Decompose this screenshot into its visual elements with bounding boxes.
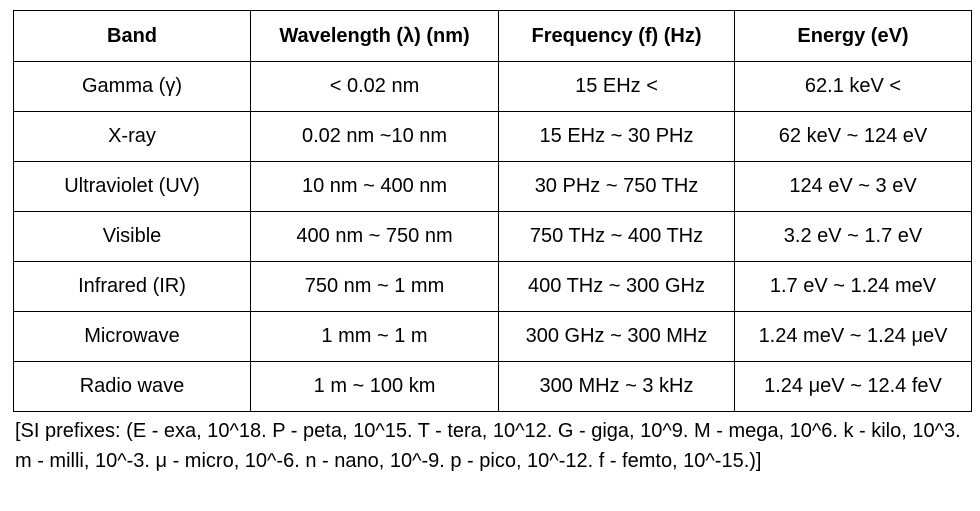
- cell-band: Gamma (γ): [13, 61, 251, 112]
- table-row: X-ray 0.02 nm ~10 nm 15 EHz ~ 30 PHz 62 …: [13, 111, 972, 162]
- cell-wavelength: 0.02 nm ~10 nm: [250, 111, 499, 162]
- header-energy: Energy (eV): [734, 10, 972, 62]
- cell-band: Visible: [13, 211, 251, 262]
- cell-energy: 1.7 eV ~ 1.24 meV: [734, 261, 972, 312]
- cell-frequency: 300 GHz ~ 300 MHz: [498, 311, 735, 362]
- cell-wavelength: 1 mm ~ 1 m: [250, 311, 499, 362]
- cell-wavelength: 10 nm ~ 400 nm: [250, 161, 499, 212]
- cell-frequency: 15 EHz <: [498, 61, 735, 112]
- table-row: Infrared (IR) 750 nm ~ 1 mm 400 THz ~ 30…: [13, 261, 972, 312]
- table-row: Gamma (γ) < 0.02 nm 15 EHz < 62.1 keV <: [13, 61, 972, 112]
- header-frequency: Frequency (f) (Hz): [498, 10, 735, 62]
- cell-energy: 62 keV ~ 124 eV: [734, 111, 972, 162]
- table-row: Microwave 1 mm ~ 1 m 300 GHz ~ 300 MHz 1…: [13, 311, 972, 362]
- table-row: Ultraviolet (UV) 10 nm ~ 400 nm 30 PHz ~…: [13, 161, 972, 212]
- header-wavelength: Wavelength (λ) (nm): [250, 10, 499, 62]
- cell-band: X-ray: [13, 111, 251, 162]
- table-row: Visible 400 nm ~ 750 nm 750 THz ~ 400 TH…: [13, 211, 972, 262]
- cell-energy: 1.24 μeV ~ 12.4 feV: [734, 361, 972, 412]
- cell-wavelength: 1 m ~ 100 km: [250, 361, 499, 412]
- cell-band: Radio wave: [13, 361, 251, 412]
- cell-energy: 124 eV ~ 3 eV: [734, 161, 972, 212]
- table-row: Radio wave 1 m ~ 100 km 300 MHz ~ 3 kHz …: [13, 361, 972, 412]
- cell-band: Infrared (IR): [13, 261, 251, 312]
- cell-wavelength: < 0.02 nm: [250, 61, 499, 112]
- cell-band: Ultraviolet (UV): [13, 161, 251, 212]
- cell-wavelength: 400 nm ~ 750 nm: [250, 211, 499, 262]
- cell-frequency: 400 THz ~ 300 GHz: [498, 261, 735, 312]
- cell-energy: 3.2 eV ~ 1.7 eV: [734, 211, 972, 262]
- si-prefixes-footnote: [SI prefixes: (E - exa, 10^18. P - peta,…: [15, 420, 961, 472]
- cell-band: Microwave: [13, 311, 251, 362]
- cell-frequency: 300 MHz ~ 3 kHz: [498, 361, 735, 412]
- cell-frequency: 15 EHz ~ 30 PHz: [498, 111, 735, 162]
- cell-energy: 62.1 keV <: [734, 61, 972, 112]
- cell-frequency: 30 PHz ~ 750 THz: [498, 161, 735, 212]
- cell-wavelength: 750 nm ~ 1 mm: [250, 261, 499, 312]
- electromagnetic-spectrum-table: Band Wavelength (λ) (nm) Frequency (f) (…: [13, 10, 972, 412]
- header-band: Band: [13, 10, 251, 62]
- cell-frequency: 750 THz ~ 400 THz: [498, 211, 735, 262]
- table-header-row: Band Wavelength (λ) (nm) Frequency (f) (…: [13, 10, 972, 62]
- document: Band Wavelength (λ) (nm) Frequency (f) (…: [13, 10, 972, 476]
- cell-energy: 1.24 meV ~ 1.24 μeV: [734, 311, 972, 362]
